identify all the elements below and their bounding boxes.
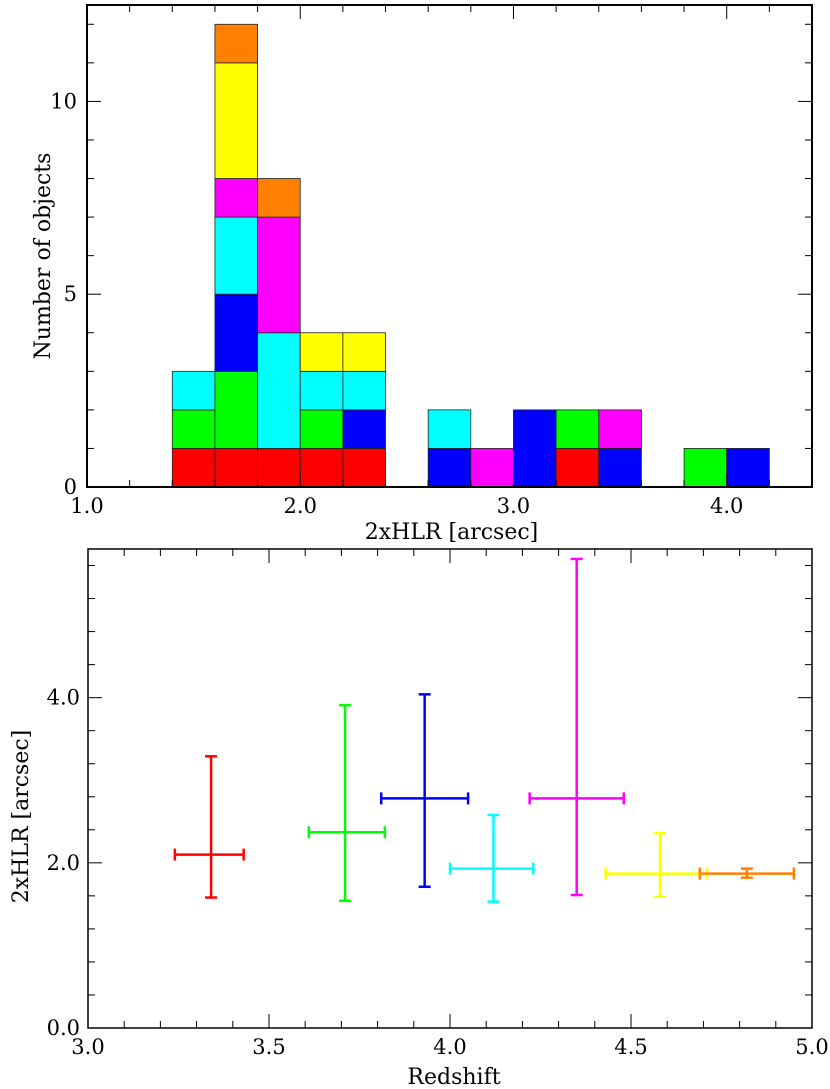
hist-bar-cyan-1.6: [214, 216, 258, 295]
hist-y-tick-label: 0: [64, 475, 77, 499]
errorbar-x-tick-label: 4.0: [433, 1035, 466, 1059]
hist-bar-green-2.0: [299, 409, 344, 449]
hist-bar-cyan-1.4: [171, 370, 216, 411]
errorbar-point-orange: [698, 867, 796, 880]
histogram-x-axis-label: 2xHLR [arcsec]: [365, 520, 539, 545]
hist-bar-magenta-2.8: [470, 448, 514, 488]
hist-bar-blue-3.0: [513, 409, 557, 488]
hist-bar-red-1.4: [171, 448, 216, 488]
errorbar-point-red: [173, 755, 245, 899]
hist-x-tick-label: 4.0: [710, 494, 743, 518]
hist-bar-blue-2.2: [342, 409, 386, 449]
hist-bar-magenta-3.4: [598, 409, 642, 449]
hist-bar-cyan-2.0: [299, 370, 344, 411]
errorbar-x-tick-label: 3.5: [252, 1035, 285, 1059]
hist-bar-red-1.8: [257, 448, 301, 488]
histogram-y-tick-labels: 0 5 10: [50, 89, 77, 499]
hist-y-tick-label: 10: [50, 89, 77, 113]
errorbar-y-tick-labels: 0.0 2.0 4.0: [47, 686, 80, 1040]
hist-bar-blue-2.6: [427, 448, 472, 488]
hist-bar-blue-1.6: [214, 293, 258, 372]
hist-bar-cyan-2.6: [427, 409, 472, 449]
errorbar-x-tick-label: 4.5: [614, 1035, 647, 1059]
errorbar-point-blue: [379, 693, 470, 889]
histogram-y-axis-label: Number of objects: [31, 153, 56, 360]
errorbar-point-magenta: [528, 557, 626, 897]
hist-bar-blue-4.0: [726, 448, 770, 488]
hist-y-tick-label: 5: [64, 282, 77, 306]
hist-bar-magenta-1.6: [214, 178, 258, 218]
errorbar-x-tick-label: 3.0: [71, 1035, 104, 1059]
hist-bar-red-1.6: [214, 448, 258, 488]
hist-bar-cyan-2.2: [342, 370, 386, 411]
hist-bar-red-2.2: [342, 448, 386, 488]
hist-x-tick-label: 2.0: [284, 494, 317, 518]
errorbar-panel: 3.0 3.5 4.0 4.5 5.0 0.0 2.0 4.0 Redshift 2xHLR…: [9, 548, 829, 1089]
hist-bar-yellow-2.2: [342, 332, 386, 372]
errorbar-y-axis-label: 2xHLR [arcsec]: [9, 730, 34, 904]
errorbar-point-cyan: [448, 813, 535, 903]
errorbar-point-yellow: [604, 831, 709, 898]
errorbar-x-tick-labels: 3.0 3.5 4.0 4.5 5.0: [71, 1035, 828, 1059]
hist-bar-green-3.8: [683, 448, 728, 488]
hist-bar-yellow-2.0: [299, 332, 344, 372]
hist-bar-cyan-1.8: [257, 332, 301, 449]
hist-bar-blue-3.4: [598, 448, 642, 488]
errorbar-points: [173, 557, 796, 903]
histogram-x-tick-labels: 1.0 2.0 3.0 4.0: [70, 494, 743, 518]
errorbar-y-tick-label: 4.0: [47, 686, 80, 710]
hist-bar-green-3.2: [555, 409, 600, 449]
hist-x-tick-label: 1.0: [70, 494, 103, 518]
hist-bar-red-3.2: [555, 448, 600, 488]
errorbar-point-green: [307, 703, 387, 903]
hist-bar-red-2.0: [299, 448, 344, 488]
histogram-panel: 1.0 2.0 3.0 4.0 0 5 10 2xHLR [arcsec] Number …: [31, 4, 813, 545]
errorbar-y-tick-label: 0.0: [47, 1016, 80, 1040]
errorbar-x-axis-label: Redshift: [407, 1065, 500, 1089]
histogram-bars: [171, 23, 770, 488]
hist-x-tick-label: 3.0: [497, 494, 530, 518]
hist-bar-magenta-1.8: [257, 216, 301, 334]
hist-bar-green-1.4: [171, 409, 216, 449]
hist-bar-orange-1.8: [257, 178, 301, 218]
errorbar-y-tick-label: 2.0: [47, 851, 80, 875]
hist-bar-orange-1.6: [214, 23, 258, 64]
hist-bar-green-1.6: [214, 370, 258, 449]
hist-bar-yellow-1.6: [214, 62, 258, 179]
errorbar-frame: [87, 548, 813, 1029]
errorbar-ticks: [87, 549, 813, 1029]
histogram-frame: [86, 4, 813, 488]
errorbar-x-tick-label: 5.0: [795, 1035, 828, 1059]
